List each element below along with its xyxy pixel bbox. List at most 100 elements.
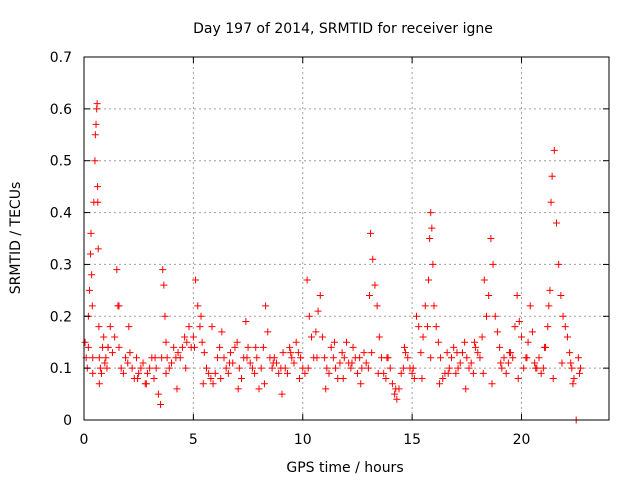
- data-point: [434, 338, 442, 346]
- data-point: [555, 260, 563, 268]
- data-point: [417, 349, 425, 357]
- data-point: [304, 364, 312, 372]
- data-point: [567, 359, 575, 367]
- data-point: [523, 354, 531, 362]
- data-point: [382, 375, 390, 383]
- data-point: [515, 317, 523, 325]
- data-point: [106, 323, 114, 331]
- data-point: [357, 380, 365, 388]
- data-point: [108, 349, 116, 357]
- data-point: [535, 354, 543, 362]
- data-point: [338, 349, 346, 357]
- data-point: [200, 349, 208, 357]
- data-point: [544, 323, 552, 331]
- data-point: [207, 375, 215, 383]
- data-point: [101, 359, 109, 367]
- y-tick-label: 0: [63, 413, 72, 429]
- data-point: [143, 369, 151, 377]
- data-point: [480, 276, 488, 284]
- data-point: [208, 323, 216, 331]
- x-tick-label: 20: [513, 432, 531, 448]
- data-point: [383, 354, 391, 362]
- data-point: [574, 354, 582, 362]
- data-point: [427, 209, 435, 217]
- data-point: [159, 266, 167, 274]
- data-point: [329, 354, 337, 362]
- data-point: [415, 323, 423, 331]
- data-point: [257, 364, 265, 372]
- data-point: [100, 333, 108, 341]
- data-point: [94, 245, 102, 253]
- data-point: [553, 219, 560, 227]
- data-point: [550, 146, 558, 154]
- data-point: [209, 380, 217, 388]
- data-point: [198, 338, 206, 346]
- data-point: [220, 354, 228, 362]
- data-point: [409, 364, 417, 372]
- data-point: [454, 364, 462, 372]
- y-tick-label: 0.4: [50, 206, 72, 222]
- data-point: [463, 354, 471, 362]
- data-point: [173, 385, 181, 393]
- data-point: [88, 271, 96, 279]
- data-point: [295, 375, 303, 383]
- data-point: [222, 364, 230, 372]
- data-point: [432, 323, 440, 331]
- data-point: [423, 323, 431, 331]
- data-point: [419, 333, 427, 341]
- data-point: [443, 349, 451, 357]
- data-point: [392, 385, 400, 393]
- data-point: [189, 333, 197, 341]
- data-point: [128, 364, 136, 372]
- data-point: [386, 364, 394, 372]
- data-point: [85, 286, 93, 294]
- data-point: [95, 323, 103, 331]
- data-point: [498, 364, 506, 372]
- data-point: [418, 375, 426, 383]
- data-point: [213, 354, 221, 362]
- data-point: [218, 328, 226, 336]
- data-point: [549, 375, 557, 383]
- data-point: [162, 338, 170, 346]
- data-point: [150, 375, 158, 383]
- data-point: [96, 364, 104, 372]
- data-point: [244, 343, 252, 351]
- data-point: [402, 349, 410, 357]
- data-point: [255, 385, 263, 393]
- data-point: [157, 400, 165, 408]
- data-point: [305, 312, 313, 320]
- data-point: [476, 354, 484, 362]
- data-point: [509, 354, 517, 362]
- data-point: [531, 359, 539, 367]
- data-point: [413, 312, 420, 320]
- data-point: [303, 276, 311, 284]
- data-point: [511, 323, 519, 331]
- data-point: [238, 375, 245, 383]
- data-point: [242, 317, 250, 325]
- data-point: [252, 343, 260, 351]
- data-point: [496, 343, 504, 351]
- data-point: [532, 364, 540, 372]
- data-point: [122, 354, 130, 362]
- data-point: [456, 359, 464, 367]
- data-point: [154, 390, 162, 398]
- grid: [84, 57, 609, 420]
- data-point: [211, 369, 219, 377]
- data-point: [151, 354, 159, 362]
- data-point: [278, 390, 286, 398]
- data-point: [176, 354, 184, 362]
- data-point: [216, 343, 224, 351]
- data-point: [185, 323, 193, 331]
- y-tick-label: 0.7: [50, 50, 72, 66]
- data-point: [199, 380, 207, 388]
- data-point: [397, 369, 405, 377]
- data-point: [279, 349, 287, 357]
- data-point: [487, 235, 495, 242]
- data-point: [465, 364, 473, 372]
- data-point: [268, 364, 276, 372]
- data-point: [558, 359, 566, 367]
- data-point: [349, 343, 357, 351]
- data-point: [182, 364, 190, 372]
- data-point: [368, 349, 376, 357]
